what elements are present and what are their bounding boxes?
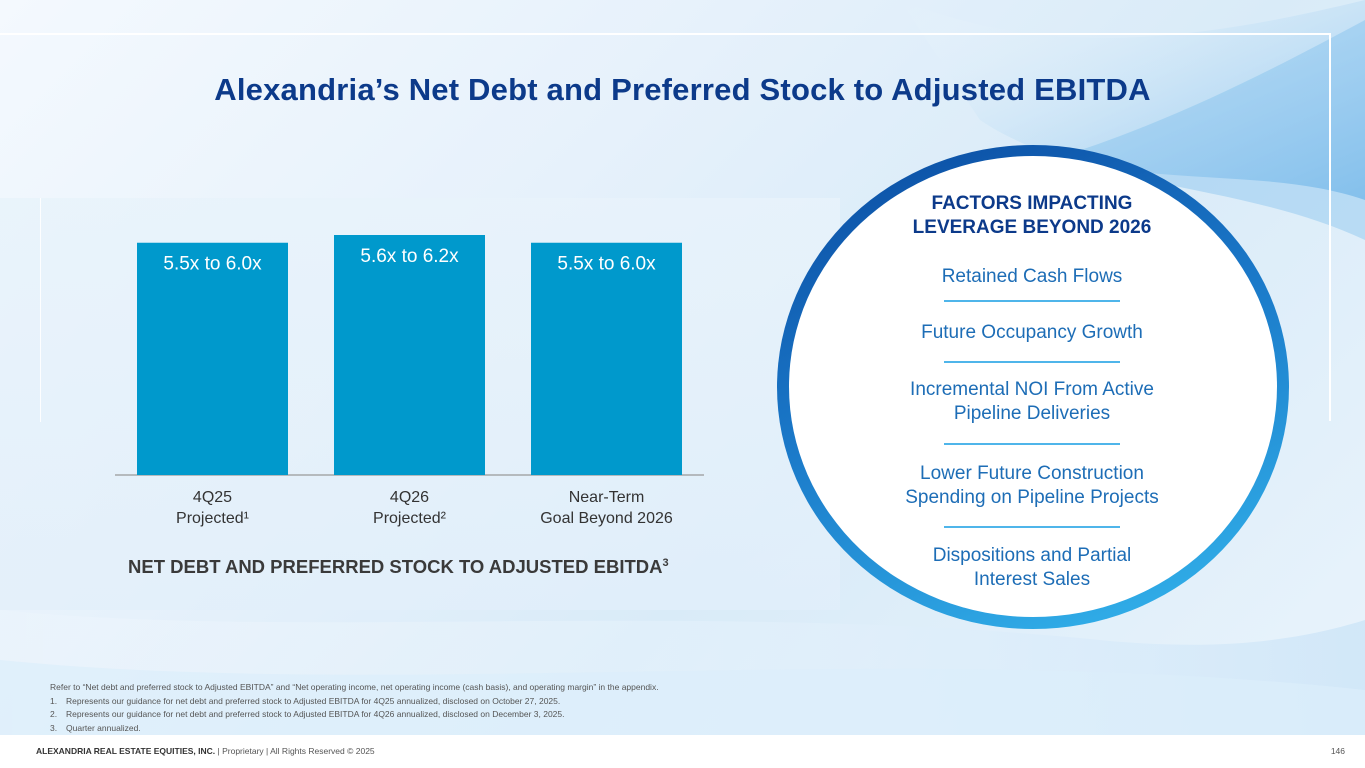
factor-dispositions: Dispositions and Partial Interest Sales <box>777 544 1287 592</box>
footnote-number: 2. <box>50 709 58 719</box>
footnote-text: Represents our guidance for net debt and… <box>66 709 565 719</box>
footer-rights: | Proprietary | All Rights Reserved © 20… <box>215 746 375 756</box>
factor-line: Incremental NOI From Active <box>910 379 1154 400</box>
bar <box>137 242 288 475</box>
footnote-2: 2. Represents our guidance for net debt … <box>50 708 659 722</box>
factors-circle <box>777 145 1289 629</box>
factor-line: Retained Cash Flows <box>941 266 1123 287</box>
factors-title: FACTORS IMPACTING LEVERAGE BEYOND 2026 <box>777 192 1287 240</box>
factor-line: Interest Sales <box>973 569 1091 590</box>
footnote-intro: Refer to “Net debt and preferred stock t… <box>50 682 659 692</box>
bar <box>531 242 682 475</box>
factors-title-line: LEVERAGE BEYOND 2026 <box>912 217 1152 238</box>
page-number: 146 <box>1330 746 1345 756</box>
factor-lower-construction-spending: Lower Future Construction Spending on Pi… <box>777 462 1287 510</box>
frame-line-top <box>0 33 1330 35</box>
factor-line: Future Occupancy Growth <box>921 322 1143 343</box>
footnote-number: 3. <box>50 722 58 733</box>
factor-line: Dispositions and Partial <box>932 545 1132 566</box>
footer-company: ALEXANDRIA REAL ESTATE EQUITIES, INC. <box>36 746 216 756</box>
x-tick-label: 4Q26 <box>390 489 429 506</box>
bar <box>334 235 485 475</box>
footnote-text: Represents our guidance for net debt and… <box>66 695 561 706</box>
x-tick-label: 4Q25 <box>193 489 232 506</box>
factor-divider <box>944 361 1120 363</box>
x-tick-label: Projected² <box>373 510 447 527</box>
factor-divider <box>944 526 1120 528</box>
factors-circle-inner <box>789 156 1277 617</box>
slide-title: Alexandria’s Net Debt and Preferred Stoc… <box>214 72 1151 107</box>
footer-bar <box>0 735 1365 768</box>
bar-value-label: 5.5x to 6.0x <box>557 254 656 275</box>
x-tick-label: Near-Term <box>569 489 645 506</box>
chart-caption-text: NET DEBT AND PREFERRED STOCK TO ADJUSTED… <box>128 556 663 577</box>
factor-divider <box>944 443 1120 445</box>
factor-future-occupancy-growth: Future Occupancy Growth <box>777 321 1287 345</box>
frame-line-left <box>40 198 41 422</box>
factor-line: Pipeline Deliveries <box>953 403 1111 424</box>
factor-line: Spending on Pipeline Projects <box>905 487 1159 508</box>
factors-title-line: FACTORS IMPACTING <box>931 193 1133 214</box>
chart-caption-footnote-ref: 3 <box>662 556 669 569</box>
bar-chart: 5.5x to 6.0x 4Q25 Projected¹ 5.6x to 6.2x 4Q… <box>115 235 704 527</box>
footnote-3: 3. Quarter annualized. <box>50 722 659 736</box>
footnote-text: Quarter annualized. <box>66 722 141 733</box>
frame-line-right <box>1329 33 1331 421</box>
factor-incremental-noi: Incremental NOI From Active Pipeline Del… <box>777 378 1287 426</box>
bar-value-label: 5.5x to 6.0x <box>163 254 262 275</box>
factor-retained-cash-flows: Retained Cash Flows <box>777 265 1287 289</box>
factor-line: Lower Future Construction <box>920 463 1144 484</box>
bar-value-label: 5.6x to 6.2x <box>360 246 459 267</box>
footer-copyright: ALEXANDRIA REAL ESTATE EQUITIES, INC. | … <box>36 746 375 756</box>
chart-caption: NET DEBT AND PREFERRED STOCK TO ADJUSTED… <box>128 556 669 578</box>
footnote-1: 1. Represents our guidance for net debt … <box>50 695 659 709</box>
footnote-number: 1. <box>50 695 58 706</box>
footnotes: Refer to “Net debt and preferred stock t… <box>50 681 659 735</box>
x-tick-label: Goal Beyond 2026 <box>540 510 673 527</box>
x-tick-label: Projected¹ <box>176 510 249 527</box>
factor-divider <box>944 300 1120 302</box>
